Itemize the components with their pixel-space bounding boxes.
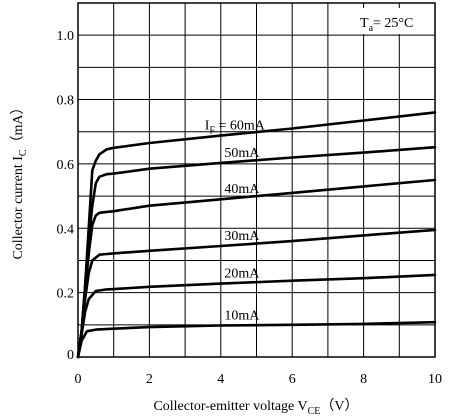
grid	[78, 3, 435, 357]
y-tick-label: 0.2	[57, 287, 75, 302]
curve-if-60ma	[76, 111, 437, 359]
annotation-symbol: T	[360, 16, 369, 31]
x-tick-label: 10	[428, 372, 442, 387]
annotation-value: = 25°C	[373, 16, 413, 31]
x-tick-label: 4	[217, 372, 224, 387]
x-axis-label: Collector-emitter voltage VCE（V）	[153, 398, 358, 416]
series-label-40ma: 40mA	[224, 182, 260, 197]
svg-text:Ta= 25°C: Ta= 25°C	[360, 16, 413, 34]
y-tick-label: 1.0	[57, 29, 75, 44]
y-tick-label: 0.4	[57, 222, 75, 237]
x-tick-label: 2	[146, 372, 153, 387]
x-tick-label: 6	[289, 372, 296, 387]
y-tick-label: 0.8	[57, 94, 75, 109]
temperature-annotation: Ta= 25°C	[352, 8, 432, 34]
curve-if-10ma	[76, 320, 437, 359]
annotation-subscript: a	[369, 23, 374, 34]
x-axis-ticks: 0 2 4 6 8 10	[75, 372, 443, 387]
y-axis-label: Collector current IC（mA）	[10, 100, 29, 259]
series-label-30ma: 30mA	[224, 229, 260, 244]
series-labels: 10mA 20mA 30mA 40mA 50mA IF = 60mA	[205, 118, 266, 323]
curves	[76, 111, 437, 359]
series-label-10ma: 10mA	[224, 308, 260, 323]
x-tick-label: 0	[75, 372, 82, 387]
series-label-60ma: IF = 60mA	[205, 118, 266, 136]
series-label-20ma: 20mA	[224, 267, 260, 282]
y-tick-label: 0	[67, 348, 74, 363]
y-axis-ticks: 0 0.2 0.4 0.6 0.8 1.0	[57, 29, 75, 363]
plot-frame	[77, 2, 436, 358]
x-tick-label: 8	[360, 372, 367, 387]
y-tick-label: 0.6	[57, 158, 75, 173]
series-label-50ma: 50mA	[224, 146, 260, 161]
